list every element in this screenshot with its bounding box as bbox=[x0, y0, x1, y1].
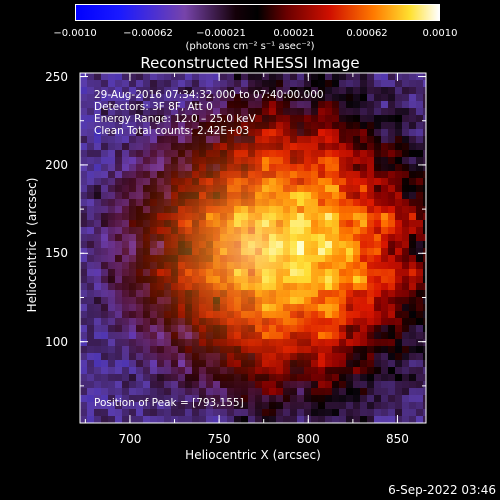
x-tick-label: 850 bbox=[386, 432, 409, 446]
y-tick-label: 100 bbox=[45, 334, 68, 349]
colorbar-tick-label: −0.00062 bbox=[123, 28, 173, 39]
colorbar-gradient bbox=[76, 5, 439, 20]
colorbar bbox=[75, 4, 440, 21]
y-tick-label: 150 bbox=[45, 246, 68, 261]
x-tick-label: 750 bbox=[207, 432, 231, 446]
y-axis-label: Heliocentric Y (arcsec) bbox=[25, 177, 39, 313]
annotation-time-range: 29-Aug-2016 07:34:32.000 to 07:40:00.000 bbox=[94, 89, 324, 101]
annotation-energy-range: Energy Range: 12.0 – 25.0 keV bbox=[94, 113, 256, 125]
heatmap-core-glow bbox=[80, 73, 426, 423]
y-tick-label: 200 bbox=[45, 157, 68, 172]
axis-ticks bbox=[80, 73, 426, 423]
chart-title: Reconstructed RHESSI Image bbox=[140, 54, 360, 72]
x-tick-label: 700 bbox=[118, 432, 142, 446]
footer-date: 6-Sep-2022 03:46 bbox=[388, 483, 496, 497]
plot-frame bbox=[79, 72, 427, 424]
colorbar-tick-label: 0.00021 bbox=[273, 28, 315, 39]
peak-position-label: Position of Peak = [793,155] bbox=[94, 397, 244, 409]
colorbar-tick-label: 0.0010 bbox=[422, 28, 458, 39]
colorbar-units-label: (photons cm⁻² s⁻¹ asec⁻²) bbox=[185, 41, 315, 52]
annotation-detectors: Detectors: 3F 8F, Att 0 bbox=[94, 101, 213, 113]
annotation-clean-counts: Clean Total counts: 2.42E+03 bbox=[94, 125, 250, 137]
colorbar-tick-label: −0.00021 bbox=[196, 28, 246, 39]
colorbar-tick-label: −0.0010 bbox=[53, 28, 97, 39]
colorbar-tick-label: 0.00062 bbox=[346, 28, 388, 39]
y-tick-label: 250 bbox=[45, 69, 68, 84]
x-tick-label: 800 bbox=[296, 432, 320, 446]
x-axis-label: Heliocentric X (arcsec) bbox=[185, 448, 321, 462]
